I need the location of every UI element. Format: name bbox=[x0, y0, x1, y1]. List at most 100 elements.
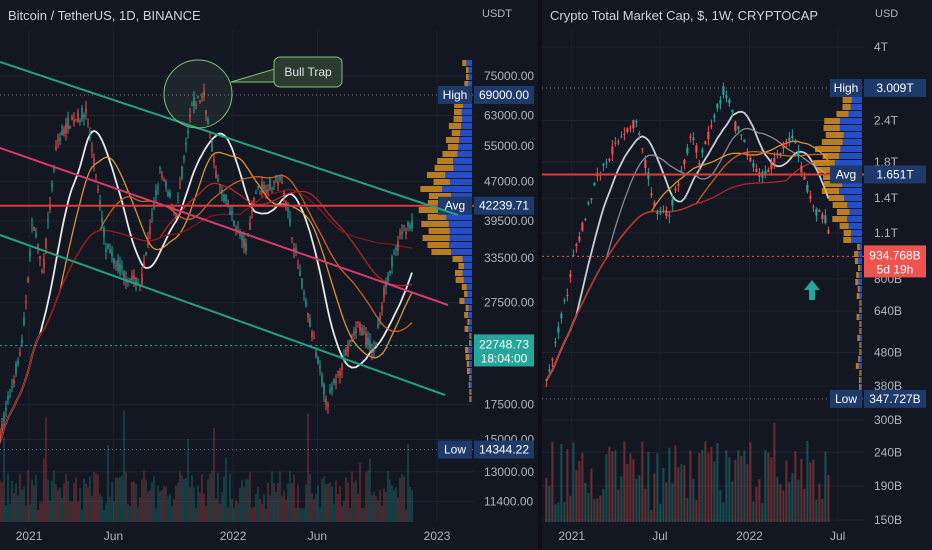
volume-profile-bar bbox=[849, 209, 862, 215]
y-tick-label: 63000.00 bbox=[484, 108, 534, 122]
x-tick-label: Jun bbox=[104, 529, 123, 543]
volume-bar bbox=[253, 506, 255, 522]
volume-bar bbox=[725, 450, 728, 522]
volume-bar bbox=[265, 508, 267, 522]
candle-body bbox=[105, 248, 107, 253]
candle-body bbox=[713, 115, 716, 118]
total-cap-chart-svg[interactable]: 4T2.4T1.8T1.4T1.1T800B640B480B380B300B24… bbox=[542, 0, 932, 550]
y-tick-label: 17500.00 bbox=[484, 398, 534, 412]
volume-bar bbox=[149, 490, 151, 522]
last-price-box bbox=[474, 334, 534, 367]
volume-profile-bar bbox=[448, 123, 462, 129]
candle-body bbox=[145, 252, 147, 255]
candle-body bbox=[305, 300, 307, 307]
btc-chart-svg[interactable]: 75000.00 63000.00 55000.00 47000.00 39500.00… bbox=[0, 0, 538, 550]
volume-profile-bar bbox=[859, 356, 862, 362]
volume-bar bbox=[803, 488, 806, 522]
candle-body bbox=[355, 328, 357, 334]
candle-body bbox=[779, 153, 782, 156]
volume-profile-bar bbox=[857, 244, 860, 250]
candle-body bbox=[309, 318, 311, 328]
volume-profile-bar bbox=[859, 370, 861, 376]
candle-body bbox=[9, 395, 11, 397]
volume-profile-bar bbox=[858, 258, 862, 264]
candle-body bbox=[325, 399, 327, 405]
candle-body bbox=[15, 363, 17, 375]
candle-body bbox=[205, 110, 207, 115]
btc-chart-pane[interactable]: 75000.00 63000.00 55000.00 47000.00 39500.00… bbox=[0, 0, 538, 550]
candle-body bbox=[179, 183, 181, 185]
candle-body bbox=[614, 142, 617, 144]
volume-bar bbox=[93, 471, 95, 522]
candle-body bbox=[41, 270, 43, 272]
last-price-countdown: 5d 19h bbox=[877, 262, 914, 276]
volume-profile-bar bbox=[856, 293, 860, 299]
volume-profile-bar bbox=[851, 230, 862, 236]
volume-profile-bar bbox=[469, 389, 471, 395]
candle-body bbox=[249, 223, 251, 231]
volume-profile-bar bbox=[469, 340, 471, 346]
candle-body bbox=[35, 233, 37, 237]
volume-bar bbox=[389, 479, 391, 522]
volume-profile-bar bbox=[454, 270, 463, 276]
candle-body bbox=[363, 331, 365, 334]
volume-profile-bar bbox=[848, 223, 862, 229]
volume-bar bbox=[119, 477, 121, 522]
volume-profile-bar bbox=[860, 384, 862, 390]
volume-profile-bar bbox=[434, 165, 454, 171]
candle-body bbox=[389, 271, 391, 273]
volume-bar bbox=[746, 464, 749, 522]
marker-value: 347.727B bbox=[869, 392, 920, 406]
volume-profile-bar bbox=[824, 118, 840, 124]
candle-body bbox=[361, 328, 363, 336]
volume-bar bbox=[177, 482, 179, 522]
candle-body bbox=[131, 276, 133, 280]
candle-body bbox=[225, 195, 227, 202]
volume-bar bbox=[163, 485, 165, 522]
pane-divider[interactable] bbox=[538, 0, 542, 550]
volume-bar bbox=[764, 450, 767, 522]
volume-bar bbox=[51, 480, 53, 522]
volume-bar bbox=[563, 501, 566, 522]
btc-chart-title: Bitcoin / TetherUS, 1D, BINANCE bbox=[8, 8, 201, 23]
volume-bar bbox=[791, 472, 794, 522]
candle-body bbox=[620, 136, 623, 138]
candle-body bbox=[785, 140, 788, 142]
candle-body bbox=[275, 176, 277, 180]
total-cap-chart-pane[interactable]: 4T 2.4T 1.8T 1.4T 1.1T 800B 640B 480B 380B 300B 24… bbox=[542, 0, 932, 550]
last-price-value: 934.768B bbox=[869, 248, 920, 262]
volume-profile-bar bbox=[859, 321, 861, 327]
volume-profile-bar bbox=[858, 384, 861, 390]
volume-bar bbox=[367, 470, 369, 522]
volume-bar bbox=[359, 462, 361, 522]
candle-body bbox=[223, 194, 225, 202]
volume-bar bbox=[572, 442, 575, 522]
marker-value-box bbox=[864, 78, 926, 97]
volume-bar bbox=[227, 507, 229, 522]
volume-bar bbox=[397, 497, 399, 522]
volume-bar bbox=[235, 500, 237, 522]
volume-bar bbox=[665, 482, 668, 522]
candle-body bbox=[403, 225, 405, 227]
volume-bar bbox=[395, 487, 397, 522]
y-tick-label: 2.4T bbox=[874, 114, 899, 128]
volume-bar bbox=[289, 471, 291, 522]
candle-body bbox=[269, 178, 271, 190]
moving-average-line bbox=[0, 188, 413, 443]
volume-profile-bar bbox=[842, 181, 862, 187]
volume-bar bbox=[117, 478, 119, 522]
volume-bar bbox=[77, 501, 79, 522]
candle-body bbox=[29, 251, 31, 257]
volume-profile-bar bbox=[461, 284, 467, 290]
volume-bar bbox=[125, 471, 127, 522]
candle-body bbox=[195, 104, 197, 106]
candle-body bbox=[265, 189, 267, 194]
y-tick-label: 380B bbox=[874, 379, 902, 393]
candle-body bbox=[357, 322, 359, 324]
volume-profile-bar bbox=[832, 216, 847, 222]
volume-profile-bar bbox=[860, 370, 862, 376]
volume-profile-bar bbox=[857, 265, 861, 271]
volume-bar bbox=[89, 476, 91, 522]
volume-bar bbox=[83, 478, 85, 522]
volume-bar bbox=[662, 468, 665, 522]
